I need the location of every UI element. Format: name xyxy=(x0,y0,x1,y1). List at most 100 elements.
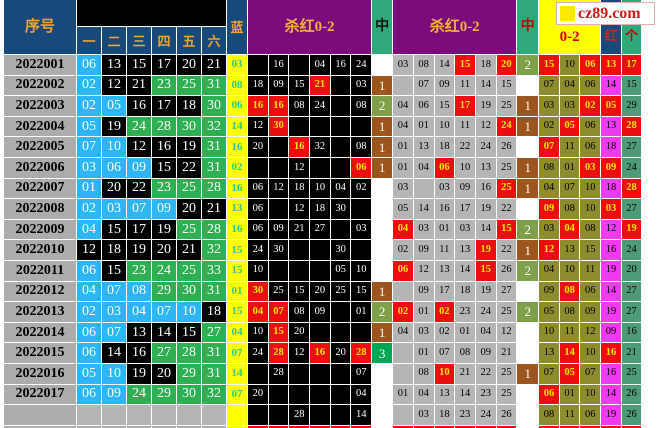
column-header-ball-6: 六 xyxy=(202,27,226,54)
oz-cell: 04 xyxy=(559,75,580,96)
kill-red-1-cell: 06 xyxy=(248,199,268,219)
red-ball-cell: 28 xyxy=(202,178,226,199)
kill-red-1-cell xyxy=(310,363,330,384)
blue-ball-cell: 16 xyxy=(227,178,247,199)
red-ball-cell: 05 xyxy=(77,116,101,137)
serial-cell: 2022010 xyxy=(4,240,76,260)
ball-position-labels: 一 二 三 四 五 六 xyxy=(77,27,226,54)
red-ball-cell: 17 xyxy=(127,219,151,240)
kill-red-2-cell: 03 xyxy=(413,322,434,343)
kill-red-2-cell: 02 xyxy=(434,302,455,322)
oz-cell: 03 xyxy=(559,96,580,116)
oz-cell: 10 xyxy=(580,384,601,405)
red-ball-cell: 31 xyxy=(202,157,226,178)
kill-red-2-cell: 03 xyxy=(413,219,434,240)
kill-red-2-cell: 13 xyxy=(434,260,455,281)
kill-red-2-cell: 06 xyxy=(393,260,413,281)
red-ball-cell xyxy=(177,405,201,425)
kill-red-1-cell: 24 xyxy=(351,55,372,75)
partial-next-row-cell xyxy=(127,425,151,428)
oz-cell: 03 xyxy=(580,157,601,178)
kill-red-1-cell: 15 xyxy=(268,322,289,343)
kill-red-1-cell: 15 xyxy=(289,281,310,302)
column-header-hit-1: 中 xyxy=(372,0,393,54)
kill-red-2-cell: 15 xyxy=(434,96,455,116)
kill-red-2-cell: 02 xyxy=(434,322,455,343)
kill-red-1-cell: 15 xyxy=(289,75,310,96)
partial-next-row-cell xyxy=(351,425,372,428)
blue-ball-cell xyxy=(227,405,247,425)
kill-red-2-cell: 04 xyxy=(475,322,496,343)
kill-red-1-cell xyxy=(289,384,310,405)
red-ball-cell: 21 xyxy=(202,199,226,219)
red-ball-cell: 05 xyxy=(77,363,101,384)
kill-red-2-cell: 15 xyxy=(496,219,517,240)
kill-red-2-cell: 22 xyxy=(475,363,496,384)
kill-red-2-cell: 23 xyxy=(455,302,475,322)
kill-red-1-cell xyxy=(248,157,268,178)
red-ball-cell: 04 xyxy=(127,302,151,322)
hit-count-1-cell: 3 xyxy=(372,343,393,363)
partial-next-row-cell xyxy=(268,425,289,428)
column-header-ball-5: 五 xyxy=(177,27,201,54)
red-ball-cell: 15 xyxy=(127,55,151,75)
oz-cell: 15 xyxy=(580,240,601,260)
kill-red-1-cell: 28 xyxy=(351,343,372,363)
blue-ball-cell: 15 xyxy=(227,240,247,260)
ge-col-cell: 16 xyxy=(622,322,642,343)
red-ball-cell: 20 xyxy=(177,55,201,75)
red-ball-cell: 16 xyxy=(152,137,176,157)
kill-red-1-cell: 10 xyxy=(310,178,330,199)
kill-red-2-cell: 24 xyxy=(475,137,496,157)
red-ball-cell: 07 xyxy=(127,199,151,219)
hit-count-2-cell: 2 xyxy=(517,260,539,281)
serial-cell: 2022009 xyxy=(4,219,76,240)
kill-red-2-cell: 11 xyxy=(455,116,475,137)
kill-red-1-cell xyxy=(268,405,289,425)
kill-red-2-cell: 08 xyxy=(413,55,434,75)
ge-col-cell: 27 xyxy=(622,137,642,157)
serial-cell: 2022015 xyxy=(4,343,76,363)
partial-next-row-cell xyxy=(177,425,201,428)
partial-next-row-cell xyxy=(580,425,601,428)
kill-red-1-cell: 16 xyxy=(330,55,351,75)
kill-red-2-cell: 03 xyxy=(434,178,455,199)
red-ball-cell: 28 xyxy=(177,343,201,363)
oz-cell: 06 xyxy=(580,405,601,425)
kill-red-1-cell: 28 xyxy=(268,363,289,384)
oz-cell: 12 xyxy=(580,322,601,343)
kill-red-1-cell: 10 xyxy=(248,260,268,281)
red-ball-cell: 14 xyxy=(152,322,176,343)
hit-count-2-cell xyxy=(517,405,539,425)
red-ball-cell: 32 xyxy=(202,384,226,405)
kill-red-2-cell: 06 xyxy=(413,96,434,116)
ge-col-cell: 26 xyxy=(622,384,642,405)
red-ball-cell: 15 xyxy=(102,219,126,240)
red-ball-cell: 24 xyxy=(152,260,176,281)
kill-red-2-cell: 25 xyxy=(496,363,517,384)
kill-red-2-cell: 26 xyxy=(496,137,517,157)
kill-red-2-cell: 12 xyxy=(496,322,517,343)
hit-count-2-cell: 1 xyxy=(517,178,539,199)
kill-red-2-cell: 18 xyxy=(434,405,455,425)
red-ball-cell: 23 xyxy=(152,75,176,96)
blue-ball-cell: 07 xyxy=(227,384,247,405)
partial-next-row-cell xyxy=(434,425,455,428)
ge-col-cell: 25 xyxy=(622,363,642,384)
red-ball-cell: 31 xyxy=(202,363,226,384)
kill-red-2-cell: 01 xyxy=(413,302,434,322)
kill-red-1-cell: 20 xyxy=(330,343,351,363)
kill-red-1-cell: 20 xyxy=(310,281,330,302)
red-ball-cell: 06 xyxy=(77,343,101,363)
kill-red-1-cell: 05 xyxy=(330,260,351,281)
kill-red-1-cell: 16 xyxy=(268,55,289,75)
kill-red-1-cell: 27 xyxy=(310,219,330,240)
kill-red-2-cell xyxy=(393,363,413,384)
partial-next-row-cell xyxy=(413,425,434,428)
kill-red-1-cell xyxy=(351,199,372,219)
kill-red-1-cell xyxy=(289,240,310,260)
red-ball-cell: 30 xyxy=(177,281,201,302)
site-logo[interactable]: cz89.com xyxy=(556,2,655,25)
ge-col-cell: 15 xyxy=(622,75,642,96)
red-ball-cell: 02 xyxy=(77,75,101,96)
